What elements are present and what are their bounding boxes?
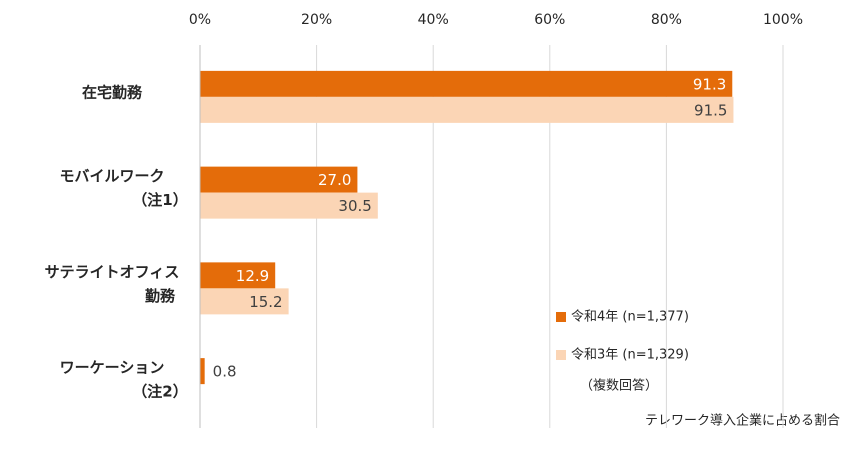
y-tick-label: 勤務 <box>145 287 176 305</box>
y-tick-label: （注1） <box>132 191 187 209</box>
legend-note: （複数回答） <box>580 378 658 394</box>
data-label: 15.2 <box>249 293 282 311</box>
bar <box>200 166 358 193</box>
x-tick-label: 0% <box>189 12 211 28</box>
x-tick-label: 60% <box>534 12 565 28</box>
x-tick-label: 20% <box>301 12 332 28</box>
y-tick-label: 在宅勤務 <box>82 83 143 101</box>
data-label: 27.0 <box>318 171 351 189</box>
legend-label: 令和4年 (n=1,377) <box>571 310 689 325</box>
y-tick-label: ワーケーション <box>60 359 165 377</box>
y-tick-label: モバイルワーク <box>59 167 164 185</box>
x-tick-label: 80% <box>651 12 682 28</box>
bar <box>200 358 205 385</box>
bar <box>200 192 378 219</box>
y-tick-label: サテライトオフィス <box>45 263 180 281</box>
footnote: テレワーク導入企業に占める割合 <box>645 413 840 429</box>
legend-label: 令和3年 (n=1,329) <box>571 348 689 363</box>
data-label: 12.9 <box>236 267 269 285</box>
x-tick-label: 40% <box>418 12 449 28</box>
bar <box>200 96 734 123</box>
bar <box>200 288 289 315</box>
legend-swatch <box>556 350 566 360</box>
x-tick-label: 100% <box>763 12 803 28</box>
data-label: 91.3 <box>693 75 726 93</box>
bar <box>200 262 276 289</box>
bar <box>200 70 733 97</box>
data-label: 30.5 <box>338 197 371 215</box>
legend-swatch <box>556 312 566 322</box>
data-label: 91.5 <box>694 101 727 119</box>
y-tick-label: （注2） <box>132 383 187 401</box>
data-label: 0.8 <box>213 363 237 381</box>
